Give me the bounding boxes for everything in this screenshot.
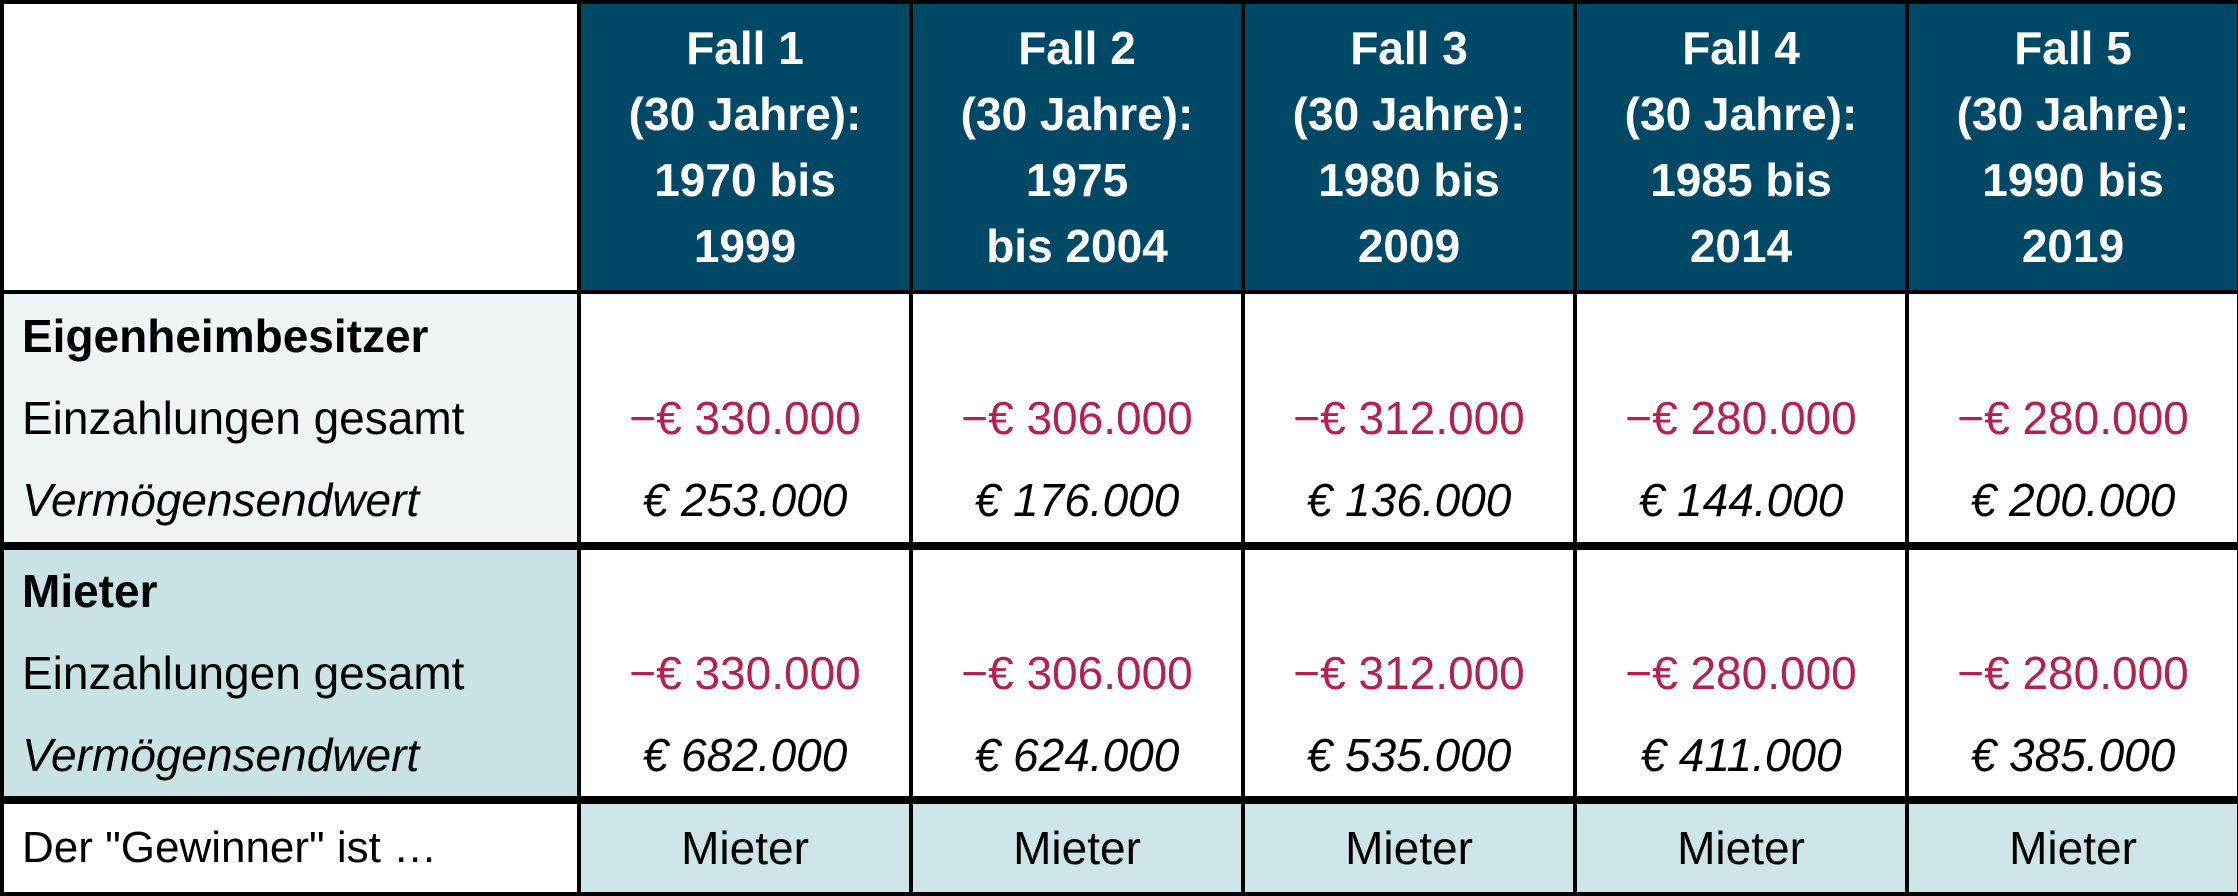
winner-label: Der "Gewinner" ist …: [0, 798, 581, 896]
owner-payments-value: −€ 330.000: [629, 392, 861, 444]
renter-case-5: −€ 280.000 € 385.000: [1905, 544, 2238, 804]
renter-payments-value: −€ 280.000: [1625, 647, 1857, 699]
winner-case-1: Mieter: [577, 798, 913, 896]
owner-title: Eigenheimbesitzer: [22, 310, 429, 362]
renter-row: Mieter Einzahlungen gesamt Vermögensendw…: [0, 544, 2238, 804]
renter-endvalue-value: € 411.000: [1640, 729, 1842, 781]
corner-cell: [0, 0, 581, 294]
owner-case-4: −€ 280.000 € 144.000: [1573, 290, 1909, 550]
case-header-4: Fall 4 (30 Jahre): 1985 bis 2014: [1573, 0, 1909, 294]
case-header-1: Fall 1 (30 Jahre): 1970 bis 1999: [577, 0, 913, 294]
owner-endvalue-value: € 176.000: [974, 474, 1180, 526]
owner-payments-value: −€ 306.000: [961, 392, 1193, 444]
renter-case-3: −€ 312.000 € 535.000: [1241, 544, 1577, 804]
owner-case-3: −€ 312.000 € 136.000: [1241, 290, 1577, 550]
winner-case-3: Mieter: [1241, 798, 1577, 896]
owner-case-2: −€ 306.000 € 176.000: [909, 290, 1245, 550]
owner-row: Eigenheimbesitzer Einzahlungen gesamt Ve…: [0, 290, 2238, 550]
renter-payments-value: −€ 306.000: [961, 647, 1193, 699]
owner-case-5: −€ 280.000 € 200.000: [1905, 290, 2238, 550]
winner-case-5: Mieter: [1905, 798, 2238, 896]
renter-payments-value: −€ 312.000: [1293, 647, 1525, 699]
renter-payments-value: −€ 330.000: [629, 647, 861, 699]
winner-case-2: Mieter: [909, 798, 1245, 896]
renter-title: Mieter: [22, 565, 158, 617]
renter-endvalue-value: € 385.000: [1970, 729, 2176, 781]
renter-endvalue-label: Vermögensendwert: [22, 729, 420, 781]
renter-case-2: −€ 306.000 € 624.000: [909, 544, 1245, 804]
renter-case-4: −€ 280.000 € 411.000: [1573, 544, 1909, 804]
winner-row: Der "Gewinner" ist … Mieter Mieter Miete…: [0, 798, 2238, 896]
owner-payments-value: −€ 280.000: [1957, 392, 2189, 444]
owner-label-cell: Eigenheimbesitzer Einzahlungen gesamt Ve…: [0, 290, 581, 550]
owner-payments-value: −€ 280.000: [1625, 392, 1857, 444]
renter-payments-label: Einzahlungen gesamt: [22, 647, 465, 699]
owner-endvalue-label: Vermögensendwert: [22, 474, 420, 526]
owner-payments-label: Einzahlungen gesamt: [22, 392, 465, 444]
owner-payments-value: −€ 312.000: [1293, 392, 1525, 444]
owner-endvalue-value: € 144.000: [1638, 474, 1844, 526]
header-row: Fall 1 (30 Jahre): 1970 bis 1999 Fall 2 …: [0, 0, 2238, 294]
renter-label-cell: Mieter Einzahlungen gesamt Vermögensendw…: [0, 544, 581, 804]
renter-case-1: −€ 330.000 € 682.000: [577, 544, 913, 804]
case-header-2: Fall 2 (30 Jahre): 1975 bis 2004: [909, 0, 1245, 294]
case-header-5: Fall 5 (30 Jahre): 1990 bis 2019: [1905, 0, 2238, 294]
renter-endvalue-value: € 682.000: [642, 729, 848, 781]
renter-endvalue-value: € 624.000: [974, 729, 1180, 781]
renter-endvalue-value: € 535.000: [1306, 729, 1512, 781]
owner-case-1: −€ 330.000 € 253.000: [577, 290, 913, 550]
owner-endvalue-value: € 253.000: [642, 474, 848, 526]
case-header-3: Fall 3 (30 Jahre): 1980 bis 2009: [1241, 0, 1577, 294]
winner-case-4: Mieter: [1573, 798, 1909, 896]
owner-endvalue-value: € 200.000: [1970, 474, 2176, 526]
renter-payments-value: −€ 280.000: [1957, 647, 2189, 699]
owner-endvalue-value: € 136.000: [1306, 474, 1512, 526]
